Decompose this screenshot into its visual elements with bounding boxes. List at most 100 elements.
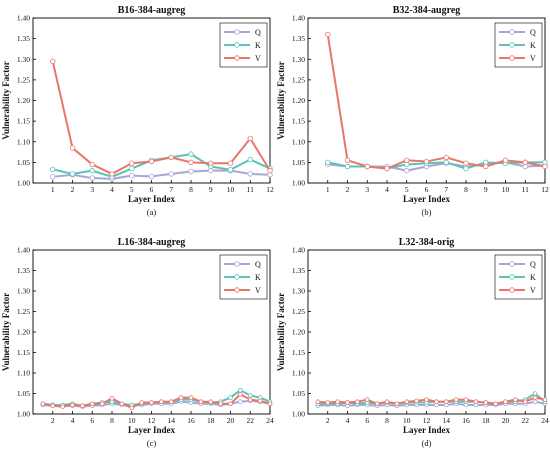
x-tick-label: 8 — [189, 185, 193, 194]
data-point-k — [89, 167, 95, 174]
data-point-q — [247, 171, 253, 177]
x-tick-label: 10 — [403, 416, 411, 425]
y-tick-label: 1.20 — [17, 328, 30, 337]
legend-marker-k — [234, 274, 240, 280]
y-tick-label: 1.30 — [292, 55, 305, 64]
x-tick-label: 4 — [385, 185, 389, 194]
legend-label-q: Q — [255, 260, 261, 269]
data-point-v — [404, 157, 410, 164]
data-point-v — [208, 160, 214, 166]
legend-label-k: K — [255, 273, 261, 282]
x-tick-label: 4 — [110, 185, 114, 194]
data-point-v — [267, 167, 273, 174]
y-tick-label: 1.10 — [17, 137, 30, 146]
x-tick-label: 11 — [522, 185, 529, 194]
legend-label-q: Q — [530, 28, 536, 37]
data-point-v — [178, 395, 184, 400]
data-point-v — [69, 145, 76, 151]
chart-panel-3: L16-384-augreg 1.00 1.05 1.10 1.15 1.20 1.25 1.… — [1, 237, 274, 448]
y-tick-label: 1.05 — [17, 158, 30, 167]
y-tick-label: 1.35 — [17, 34, 30, 43]
x-tick-label: 4 — [71, 416, 75, 425]
data-point-v — [513, 397, 518, 402]
x-tick-label: 10 — [128, 416, 136, 425]
data-point-k — [247, 393, 253, 398]
y-tick-label: 1.00 — [292, 179, 305, 188]
data-point-v — [364, 397, 370, 402]
series-line-v — [326, 34, 546, 170]
data-point-v — [473, 399, 479, 405]
y-tick-label: 1.05 — [17, 389, 30, 398]
y-tick-label: 1.35 — [17, 266, 30, 275]
data-point-v — [542, 163, 548, 170]
chart-title: B16-384-augreg — [118, 5, 186, 16]
x-tick-label: 6 — [90, 416, 94, 425]
data-point-q — [168, 171, 174, 177]
x-tick-label: 9 — [484, 185, 488, 194]
data-point-v — [247, 397, 253, 402]
data-point-v — [483, 163, 489, 170]
data-point-v — [168, 399, 174, 405]
data-point-k — [247, 156, 253, 163]
data-point-k — [238, 387, 243, 393]
legend-label-v: V — [255, 286, 261, 295]
y-tick-label: 1.05 — [292, 158, 305, 167]
data-point-q — [404, 167, 410, 174]
x-tick-label: 3 — [90, 185, 94, 194]
x-tick-label: 9 — [209, 185, 213, 194]
legend-label-k: K — [530, 41, 536, 50]
data-point-v — [522, 159, 528, 166]
x-tick-label: 8 — [385, 416, 389, 425]
data-point-q — [188, 168, 194, 175]
x-tick-label: 6 — [150, 185, 154, 194]
data-point-k — [69, 171, 76, 177]
data-point-v — [89, 161, 95, 168]
data-point-v — [502, 157, 509, 164]
data-point-v — [109, 396, 115, 401]
data-point-v — [70, 402, 75, 408]
y-tick-label: 1.25 — [17, 75, 30, 84]
legend-marker-k — [509, 42, 515, 48]
x-tick-label: 14 — [168, 416, 176, 425]
x-tick-label: 16 — [187, 416, 195, 425]
legend-marker-q — [509, 261, 515, 267]
x-tick-label: 16 — [462, 416, 470, 425]
data-point-v — [463, 160, 469, 166]
chart-title: L16-384-augreg — [118, 237, 186, 248]
chart-panel-2: B32-384-augreg 1.00 1.05 1.10 1.15 1.20 1.25 1.… — [276, 5, 549, 217]
x-tick-label: 22 — [247, 416, 255, 425]
y-tick-label: 1.25 — [292, 75, 305, 84]
y-tick-label: 1.20 — [17, 96, 30, 105]
data-point-v — [384, 165, 390, 172]
x-tick-label: 10 — [502, 185, 510, 194]
data-point-v — [50, 58, 56, 65]
y-tick-label: 1.40 — [17, 14, 30, 23]
legend-label-v: V — [530, 54, 536, 63]
y-tick-label: 1.00 — [17, 179, 30, 188]
x-tick-label: 2 — [326, 416, 330, 425]
y-tick-label: 1.40 — [292, 246, 305, 255]
x-tick-label: 7 — [444, 185, 448, 194]
data-point-v — [453, 397, 459, 402]
y-tick-label: 1.10 — [17, 369, 30, 378]
series-line-v — [51, 61, 271, 175]
legend-marker-q — [234, 29, 240, 35]
series-line-v — [42, 393, 271, 409]
data-point-v — [227, 160, 234, 166]
data-point-v — [355, 399, 360, 405]
data-point-v — [40, 401, 46, 407]
y-tick-label: 1.00 — [17, 410, 30, 419]
x-tick-label: 6 — [365, 416, 369, 425]
x-axis-label: Layer Index — [128, 194, 176, 204]
data-point-k — [188, 151, 194, 157]
x-axis-label: Layer Index — [403, 194, 451, 204]
x-tick-label: 5 — [130, 185, 134, 194]
data-point-v — [335, 399, 340, 405]
data-point-q — [89, 175, 95, 181]
legend-marker-v — [509, 55, 515, 61]
y-tick-label: 1.15 — [17, 117, 30, 126]
y-tick-label: 1.15 — [292, 117, 305, 126]
chart-title: L32-384-orig — [399, 237, 455, 248]
y-tick-label: 1.10 — [292, 369, 305, 378]
data-point-q — [238, 399, 243, 405]
